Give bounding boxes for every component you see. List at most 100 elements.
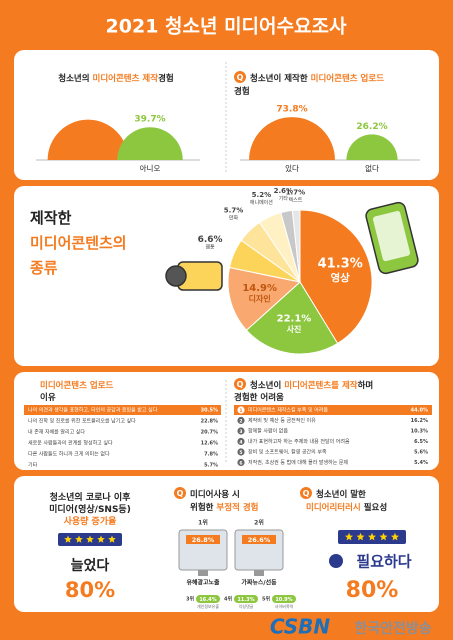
text: 사이버폭력 xyxy=(275,603,294,609)
text: 미디어콘텐츠 제작스킬 부족 및 어려움 xyxy=(248,407,328,414)
text: 20.7% xyxy=(201,430,218,436)
row-highlight xyxy=(24,405,221,415)
text: 내 존재 자체를 알리고 싶다 xyxy=(28,429,85,436)
text-part: 미디어콘텐츠 업로드 xyxy=(311,73,385,84)
text: 44.0% xyxy=(411,408,428,414)
semicircle xyxy=(47,119,129,160)
q-badge xyxy=(234,378,246,390)
text: 39.7% xyxy=(134,115,165,125)
text: 5위 xyxy=(262,596,270,603)
pie-slice xyxy=(291,209,301,283)
text: CSBN xyxy=(270,615,331,639)
text: 26.2% xyxy=(356,122,387,132)
section-title: 경험한 어려움 xyxy=(234,392,284,403)
text-part: 청소년이 제작한 xyxy=(250,73,311,84)
section-title: 이유 xyxy=(40,392,56,403)
text: 디자인 xyxy=(249,293,271,303)
text: 필요하다 xyxy=(356,553,411,571)
text: 개인정보유출 xyxy=(197,603,219,609)
text: 80% xyxy=(346,578,399,603)
text: 나의 의견과 생각을 표현하고, 타인의 공감과 응원을 받고 싶다 xyxy=(28,407,158,414)
text: 16.4% xyxy=(199,597,216,603)
star-icon xyxy=(356,532,365,541)
text: 1 xyxy=(239,408,242,414)
pie-slice xyxy=(299,209,373,345)
star-icon xyxy=(86,535,94,543)
text: Q xyxy=(237,380,244,389)
q-badge xyxy=(234,71,246,83)
text: 1.7% xyxy=(286,189,305,197)
text: Q xyxy=(303,489,310,498)
text: 2.6% xyxy=(274,187,293,195)
text: 아니오 xyxy=(140,163,161,173)
text: 5.4% xyxy=(414,460,428,466)
text: Q xyxy=(237,73,244,82)
text: 내가 표현하고자 하는 주제와 내용 전달의 어려움 xyxy=(248,438,350,445)
text: 41.3% xyxy=(318,257,363,272)
text-part: 이유 xyxy=(40,392,56,403)
rank-dot xyxy=(237,437,245,446)
section-title: 미디어콘텐츠 업로드 xyxy=(40,380,114,391)
semicircle xyxy=(117,127,183,160)
value-band xyxy=(242,535,276,544)
text: 4위 xyxy=(224,596,232,603)
text-part: 제작한 xyxy=(30,209,72,227)
value-pill xyxy=(196,595,220,603)
text: 있다 xyxy=(285,164,299,173)
text-part: 경험 xyxy=(158,73,174,84)
text: 나의 진학 및 진로를 위한 포트폴리오를 남기고 싶다 xyxy=(28,418,136,425)
value-pill xyxy=(234,595,258,603)
text: 5.7% xyxy=(224,207,243,215)
star-icon xyxy=(75,535,83,543)
value-pill xyxy=(272,595,296,603)
text-part: 미디어콘텐츠 제작 xyxy=(93,73,159,84)
text: 73.8% xyxy=(276,105,307,115)
section-title: 청소년의 코로나 이후 xyxy=(50,491,132,503)
text: 한국안전방송 xyxy=(354,620,431,637)
row-highlight xyxy=(234,405,432,415)
text: 기타 xyxy=(279,195,289,202)
section-title: 미디어리터러시 필요성 xyxy=(306,502,387,513)
star-icon xyxy=(379,532,388,541)
text: 14.9% xyxy=(242,283,277,294)
text: 22.1% xyxy=(277,313,312,324)
text: 웹툰 xyxy=(206,243,216,250)
text: 10.9% xyxy=(275,597,292,603)
pie-slice xyxy=(227,266,302,331)
text: 2 xyxy=(239,418,242,424)
text: 3 xyxy=(239,429,242,435)
section-title: 미디어사용 시 xyxy=(190,489,240,500)
text-part: 미디어콘텐츠 업로드 xyxy=(40,380,114,391)
section-title: 청소년이 미디어콘텐츠를 제작하며 xyxy=(250,380,373,391)
text: 4 xyxy=(239,439,242,445)
text: 텍스트 xyxy=(289,197,303,204)
star-icon xyxy=(368,532,376,541)
text: Q xyxy=(177,489,184,498)
rank-dot xyxy=(237,427,245,435)
text-part: 미디어리터러시 xyxy=(306,502,361,513)
thumb-icon xyxy=(329,554,343,568)
text-part: 위험한 xyxy=(190,502,216,513)
text: 3위 xyxy=(186,596,194,603)
text: 26.6% xyxy=(248,536,271,544)
text: 기타 xyxy=(28,462,38,469)
value-band xyxy=(186,535,220,544)
text: 2021 청소년 미디어수요조사 xyxy=(106,16,347,38)
text: 80% xyxy=(65,578,115,602)
rank-dot xyxy=(237,458,245,467)
text: 유해광고노출 xyxy=(186,579,220,587)
section-title: 청소년이 말한 xyxy=(316,489,366,500)
text: 늘었다 xyxy=(71,558,110,574)
text-part: 필요성 xyxy=(361,502,387,513)
text: 22.8% xyxy=(201,419,218,425)
text-part: 청소년의 xyxy=(58,73,92,84)
section-title: 청소년의 미디어콘텐츠 제작경험 xyxy=(58,73,173,84)
semicircle xyxy=(346,134,398,160)
text: 장비 및 소프트웨어, 촬영 공간의 부족 xyxy=(248,449,327,456)
text: 2위 xyxy=(254,519,264,527)
text: 6.5% xyxy=(414,439,428,445)
star-icon xyxy=(97,535,105,543)
text: 저작권, 초상권 등 법에 대해 몰라 발생하는 문제 xyxy=(248,459,349,466)
text: 5.7% xyxy=(204,463,218,469)
